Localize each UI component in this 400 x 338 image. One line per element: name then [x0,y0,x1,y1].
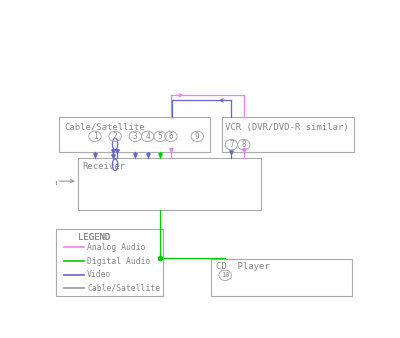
Text: CD  Player: CD Player [216,262,270,271]
Text: VCR (DVR/DVD-R similar): VCR (DVR/DVD-R similar) [225,123,349,131]
Text: Receiver: Receiver [82,162,126,171]
Text: 9: 9 [195,132,200,141]
Text: 6: 6 [168,132,173,141]
Bar [78,158,261,210]
Text: 8: 8 [242,140,246,149]
Text: 4: 4 [145,132,150,141]
Text: Digital Audio: Digital Audio [87,257,150,266]
Text: 7: 7 [229,140,234,149]
Bar [222,117,354,152]
Text: 10: 10 [221,272,230,278]
Text: LEGEND: LEGEND [78,233,110,242]
Text: Cable/Satellite: Cable/Satellite [87,284,160,293]
Text: Cable/Satellite: Cable/Satellite [64,123,144,131]
Text: Video: Video [87,270,112,279]
Text: 2: 2 [113,132,118,141]
Text: 3: 3 [133,132,138,141]
Text: LEGEND: LEGEND [78,233,110,242]
Text: 5: 5 [158,132,162,141]
Text: 1: 1 [93,132,97,141]
Bar [56,229,163,296]
Text: Analog Audio: Analog Audio [87,243,146,252]
Bar [211,259,352,296]
Bar [59,117,210,152]
